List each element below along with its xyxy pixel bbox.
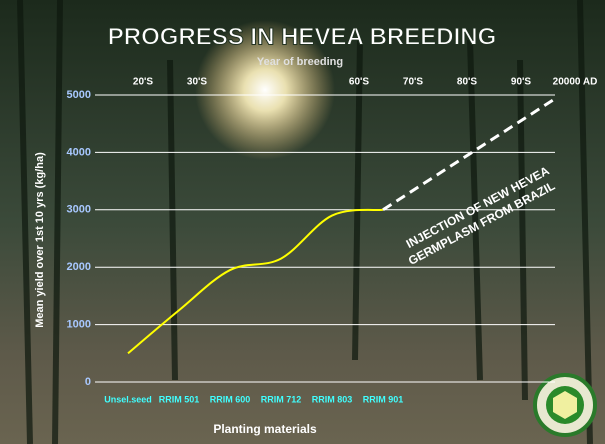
top-tick-label: 60'S xyxy=(349,77,370,88)
top-tick-label: 70'S xyxy=(403,77,424,88)
x-tick-label: Unsel.seed xyxy=(104,394,152,404)
logo xyxy=(535,375,595,435)
x-tick-label: RRIM 600 xyxy=(210,394,251,404)
top-tick-label: 30'S xyxy=(187,77,208,88)
top-tick-label: 20000 AD xyxy=(553,77,598,88)
top-tick-label: 80'S xyxy=(457,77,478,88)
top-tick-label: 20'S xyxy=(133,77,154,88)
top-axis-label: Year of breeding xyxy=(257,56,343,68)
x-tick-label: RRIM 901 xyxy=(363,394,404,404)
y-axis-label: Mean yield over 1st 10 yrs (kg/ha) xyxy=(34,152,46,328)
y-tick-label: 3000 xyxy=(67,204,91,216)
x-axis-label: Planting materials xyxy=(213,422,317,436)
y-tick-label: 2000 xyxy=(67,261,91,273)
y-tick-label: 0 xyxy=(85,376,91,388)
x-tick-label: RRIM 712 xyxy=(261,394,302,404)
x-tick-label: RRIM 803 xyxy=(312,394,353,404)
chart-title: PROGRESS IN HEVEA BREEDING xyxy=(108,23,497,50)
y-tick-label: 5000 xyxy=(67,89,91,101)
top-tick-label: 90'S xyxy=(511,77,532,88)
x-tick-label: RRIM 501 xyxy=(159,394,200,404)
slide: PROGRESS IN HEVEA BREEDING Year of breed… xyxy=(0,0,605,444)
y-tick-label: 1000 xyxy=(67,319,91,331)
y-tick-label: 4000 xyxy=(67,146,91,158)
